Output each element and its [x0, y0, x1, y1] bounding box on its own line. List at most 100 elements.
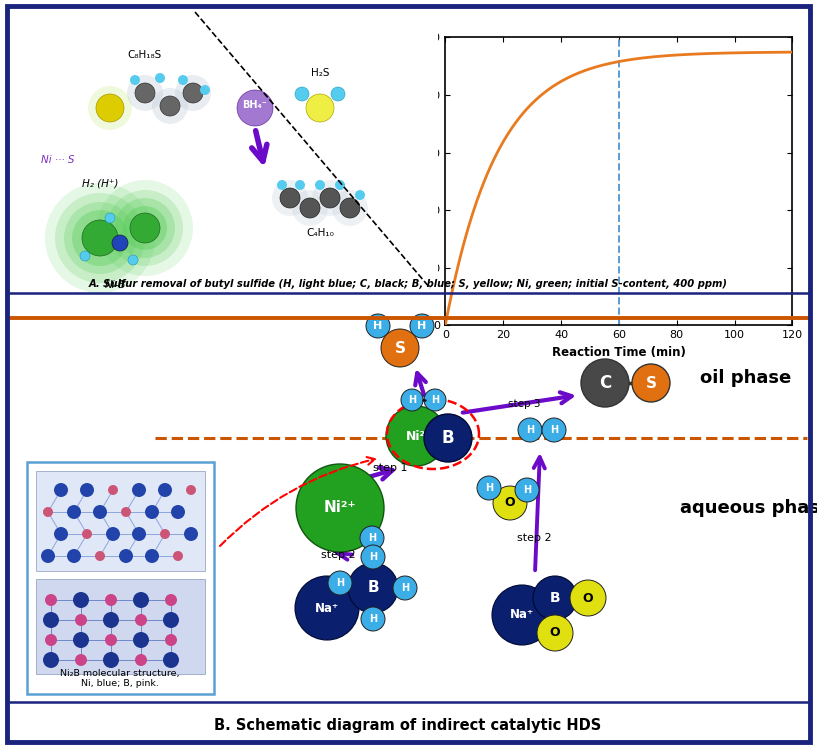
FancyBboxPatch shape — [8, 10, 438, 293]
Circle shape — [45, 594, 57, 606]
Circle shape — [183, 83, 203, 103]
Circle shape — [280, 188, 300, 208]
Text: step 2: step 2 — [517, 533, 551, 543]
Text: Na⁺: Na⁺ — [510, 609, 534, 622]
Circle shape — [107, 190, 183, 266]
Circle shape — [355, 190, 365, 200]
FancyBboxPatch shape — [36, 471, 205, 571]
Circle shape — [360, 526, 384, 550]
Circle shape — [570, 580, 606, 616]
FancyBboxPatch shape — [36, 579, 205, 674]
Circle shape — [165, 634, 177, 646]
Circle shape — [237, 90, 273, 126]
FancyBboxPatch shape — [27, 462, 214, 694]
Text: Ni²⁺: Ni²⁺ — [324, 500, 356, 515]
Circle shape — [82, 529, 92, 539]
Circle shape — [315, 180, 325, 190]
Circle shape — [55, 193, 145, 283]
Text: H: H — [408, 395, 416, 405]
Text: O: O — [583, 592, 593, 604]
Circle shape — [295, 180, 305, 190]
Circle shape — [155, 73, 165, 83]
Circle shape — [515, 478, 539, 502]
Circle shape — [335, 180, 345, 190]
Circle shape — [121, 507, 131, 517]
Circle shape — [186, 485, 196, 495]
Circle shape — [54, 527, 68, 541]
Circle shape — [80, 483, 94, 497]
Text: aqueous phase: aqueous phase — [680, 499, 817, 517]
X-axis label: Reaction Time (min): Reaction Time (min) — [552, 346, 685, 359]
Circle shape — [295, 576, 359, 640]
Circle shape — [200, 85, 210, 95]
Circle shape — [348, 563, 398, 613]
Circle shape — [518, 418, 542, 442]
Circle shape — [123, 206, 167, 250]
Circle shape — [64, 202, 136, 274]
Circle shape — [160, 96, 180, 116]
Text: H: H — [373, 321, 382, 331]
Text: B: B — [367, 580, 379, 595]
Circle shape — [135, 614, 147, 626]
Text: Na⁺: Na⁺ — [315, 601, 339, 615]
Circle shape — [320, 188, 340, 208]
Circle shape — [300, 198, 320, 218]
Circle shape — [632, 364, 670, 402]
Circle shape — [386, 406, 446, 466]
Text: O: O — [505, 497, 516, 509]
Text: H₂S: H₂S — [310, 68, 329, 78]
Circle shape — [175, 75, 211, 111]
Circle shape — [132, 527, 146, 541]
Text: S: S — [645, 375, 657, 390]
Text: oil phase: oil phase — [700, 369, 791, 387]
Text: H: H — [369, 552, 377, 562]
Circle shape — [135, 83, 155, 103]
Text: H: H — [417, 321, 426, 331]
Circle shape — [112, 235, 128, 251]
Circle shape — [165, 594, 177, 606]
Circle shape — [424, 389, 446, 411]
Circle shape — [103, 652, 119, 668]
Circle shape — [73, 632, 89, 648]
Circle shape — [127, 75, 163, 111]
Text: H: H — [523, 485, 531, 495]
Circle shape — [45, 183, 155, 293]
Circle shape — [97, 180, 193, 276]
Circle shape — [292, 190, 328, 226]
Text: H: H — [550, 425, 558, 435]
Circle shape — [272, 180, 308, 216]
Circle shape — [133, 592, 149, 608]
Text: step 1: step 1 — [373, 463, 407, 473]
Circle shape — [152, 88, 188, 124]
Circle shape — [128, 255, 138, 265]
Circle shape — [135, 654, 147, 666]
Text: O: O — [550, 627, 560, 640]
Circle shape — [106, 527, 120, 541]
Text: C₄H₁₀: C₄H₁₀ — [306, 228, 334, 238]
Circle shape — [581, 359, 629, 407]
Circle shape — [306, 94, 334, 122]
Circle shape — [332, 190, 368, 226]
Circle shape — [105, 594, 117, 606]
Text: Ni ··· S: Ni ··· S — [41, 155, 74, 165]
Circle shape — [328, 571, 352, 595]
Text: H: H — [526, 425, 534, 435]
Circle shape — [410, 314, 434, 338]
Circle shape — [331, 87, 345, 101]
Text: step 2: step 2 — [321, 550, 355, 560]
Circle shape — [393, 576, 417, 600]
Circle shape — [173, 551, 183, 561]
Circle shape — [43, 507, 53, 517]
Circle shape — [145, 549, 159, 563]
Circle shape — [93, 505, 107, 519]
Circle shape — [75, 654, 87, 666]
Text: B: B — [442, 429, 454, 447]
Circle shape — [96, 94, 124, 122]
Text: Ni-B: Ni-B — [105, 280, 126, 290]
Y-axis label: S-removal Efficiency (%°): S-removal Efficiency (%°) — [401, 97, 414, 266]
Circle shape — [424, 414, 472, 462]
Text: H: H — [485, 483, 493, 493]
Text: C₈H₁₈S: C₈H₁₈S — [128, 50, 162, 60]
Circle shape — [312, 180, 348, 216]
Circle shape — [108, 485, 118, 495]
